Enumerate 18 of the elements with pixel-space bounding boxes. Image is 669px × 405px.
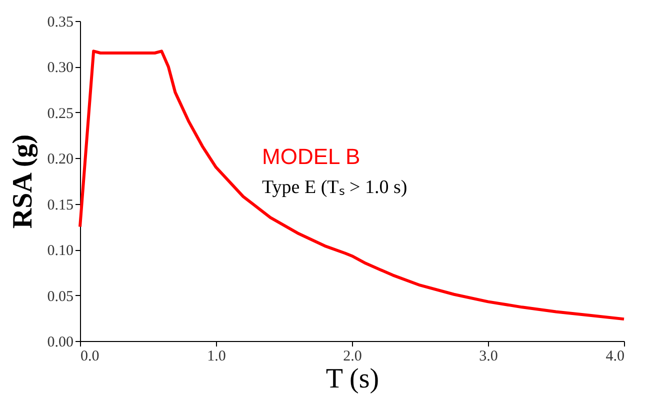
y-tick-label: 0.10 — [47, 243, 74, 260]
y-tick-label: 0.00 — [47, 334, 74, 350]
y-tick-label: 0.20 — [47, 152, 74, 168]
y-axis-title: RSA (g) — [7, 134, 38, 229]
x-tick-label: 0.0 — [80, 348, 100, 364]
y-tick-label: 0.25 — [47, 106, 74, 122]
annotation: Type E (Tₛ > 1.0 s) — [262, 177, 408, 198]
y-tick-label: 0.30 — [47, 60, 74, 76]
y-tick-label: 0.35 — [47, 14, 74, 30]
x-axis-title: T (s) — [326, 364, 380, 394]
x-tick-label: 1.0 — [207, 348, 226, 364]
x-tick-label: 2.0 — [343, 348, 362, 364]
x-tick-label: 3.0 — [479, 348, 498, 364]
y-tick-label: 0.05 — [47, 288, 74, 305]
y-tick-label: 0.15 — [47, 197, 74, 214]
line-series — [78, 50, 626, 321]
series-label: MODEL B — [262, 144, 360, 169]
x-tick-label: 4.0 — [606, 348, 624, 364]
